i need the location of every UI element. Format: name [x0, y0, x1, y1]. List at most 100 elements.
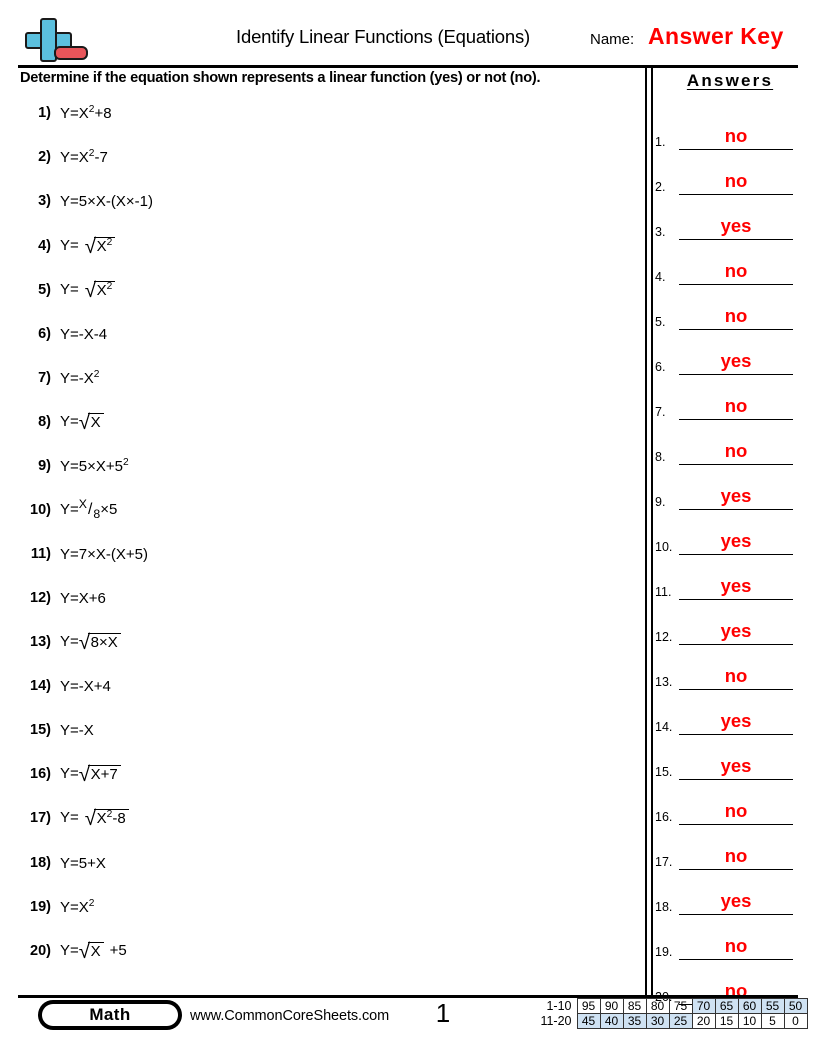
question-number: 20) [30, 943, 51, 959]
answer-number: 19. [655, 945, 673, 959]
answer-blank-line[interactable] [679, 239, 793, 240]
question-equation: Y=5+X [60, 854, 106, 872]
answer-blank-line[interactable] [679, 734, 793, 735]
answer-blank-line[interactable] [679, 149, 793, 150]
question-number: 3) [38, 193, 51, 209]
answer-blank-line[interactable] [679, 824, 793, 825]
page-title: Identify Linear Functions (Equations) [236, 26, 530, 47]
scale-cell: 20 [691, 1013, 716, 1029]
subject-badge-label: Math [42, 1004, 178, 1026]
answer-number: 5. [655, 315, 666, 329]
scale-cell: 0 [783, 1013, 808, 1029]
answers-heading: Answers [686, 71, 774, 90]
question-item: 14) Y=-X+4 [20, 669, 620, 703]
answer-blank-line[interactable] [679, 374, 793, 375]
question-item: 1) Y=X2+8 [20, 96, 620, 130]
answer-blank-line[interactable] [679, 779, 793, 780]
answer-value: no [724, 170, 748, 191]
header-divider-rule [18, 65, 798, 68]
scale-cell: 50 [783, 998, 808, 1014]
answer-row: 3. yes [655, 196, 801, 240]
question-number: 7) [38, 370, 51, 386]
answer-blank-line[interactable] [679, 509, 793, 510]
answer-value: yes [720, 575, 752, 596]
answer-number: 17. [655, 855, 673, 869]
scale-cell: 70 [691, 998, 716, 1014]
answers-panel: Answers 1. no 2. no 3. yes 4. no 5. no 6… [655, 68, 805, 1005]
answer-value: yes [720, 530, 752, 551]
answer-value: yes [720, 710, 752, 731]
answer-blank-line[interactable] [679, 914, 793, 915]
answer-blank-line[interactable] [679, 869, 793, 870]
answer-row: 7. no [655, 376, 801, 420]
answer-number: 13. [655, 675, 673, 689]
answer-value: yes [720, 890, 752, 911]
answer-blank-line[interactable] [679, 329, 793, 330]
answer-number: 7. [655, 405, 666, 419]
question-number: 13) [30, 634, 51, 650]
answer-blank-line[interactable] [679, 599, 793, 600]
plus-minus-logo-icon [18, 16, 98, 64]
question-equation: Y=X2 [60, 897, 95, 916]
question-equation: Y=X2+8 [60, 103, 112, 122]
answer-value: yes [720, 755, 752, 776]
scale-cell: 75 [668, 998, 693, 1014]
question-item: 5) Y= √X2 [20, 273, 620, 307]
question-item: 3) Y=5×X-(X×-1) [20, 184, 620, 218]
answer-blank-line[interactable] [679, 644, 793, 645]
question-item: 12) Y=X+6 [20, 581, 620, 615]
answer-value: yes [720, 485, 752, 506]
answer-value: no [724, 305, 748, 326]
answer-blank-line[interactable] [679, 419, 793, 420]
question-item: 11) Y=7×X-(X+5) [20, 537, 620, 571]
scale-cell: 25 [668, 1013, 693, 1029]
page-header: Identify Linear Functions (Equations) Na… [18, 14, 798, 66]
answer-value: yes [720, 215, 752, 236]
answer-number: 4. [655, 270, 666, 284]
question-number: 17) [30, 810, 51, 826]
scale-cell: 80 [645, 998, 670, 1014]
question-number: 5) [38, 282, 51, 298]
question-number: 19) [30, 899, 51, 915]
scale-cell: 30 [645, 1013, 670, 1029]
answer-value: no [724, 845, 748, 866]
questions-list: 1) Y=X2+8 2) Y=X2-7 3) Y=5×X-(X×-1) 4) Y… [20, 96, 635, 976]
logo-plus-center [42, 34, 55, 47]
answer-value: no [724, 440, 748, 461]
question-equation: Y=5×X-(X×-1) [60, 192, 153, 210]
answer-row: 15. yes [655, 736, 801, 780]
answer-blank-line[interactable] [679, 689, 793, 690]
answer-blank-line[interactable] [679, 284, 793, 285]
answer-value: no [724, 260, 748, 281]
scale-cell: 65 [714, 998, 739, 1014]
answer-number: 15. [655, 765, 673, 779]
answer-blank-line[interactable] [679, 464, 793, 465]
divider-line-right [651, 66, 653, 995]
question-number: 9) [38, 458, 51, 474]
question-item: 18) Y=5+X [20, 846, 620, 880]
question-equation: Y=X/8×5 [60, 497, 118, 522]
question-number: 6) [38, 326, 51, 342]
question-number: 16) [30, 766, 51, 782]
scale-row-label: 1-10 [546, 999, 572, 1013]
answer-blank-line[interactable] [679, 194, 793, 195]
answer-number: 11. [655, 585, 672, 599]
question-number: 10) [30, 502, 51, 518]
question-equation: Y= √X2 [60, 236, 116, 256]
question-item: 10) Y=X/8×5 [20, 493, 620, 527]
answer-value: no [724, 125, 748, 146]
question-equation: Y=-X [60, 721, 94, 739]
answer-row: 2. no [655, 151, 801, 195]
answer-number: 8. [655, 450, 666, 464]
question-item: 15) Y=-X [20, 713, 620, 747]
answer-row: 12. yes [655, 601, 801, 645]
answer-blank-line[interactable] [679, 554, 793, 555]
question-number: 2) [38, 149, 51, 165]
question-item: 2) Y=X2-7 [20, 140, 620, 174]
answer-blank-line[interactable] [679, 959, 793, 960]
answer-number: 14. [655, 720, 673, 734]
answer-row: 11. yes [655, 556, 801, 600]
instructions-text: Determine if the equation shown represen… [20, 70, 541, 86]
logo-minus-bar [54, 46, 88, 60]
answer-row: 1. no [655, 106, 801, 150]
